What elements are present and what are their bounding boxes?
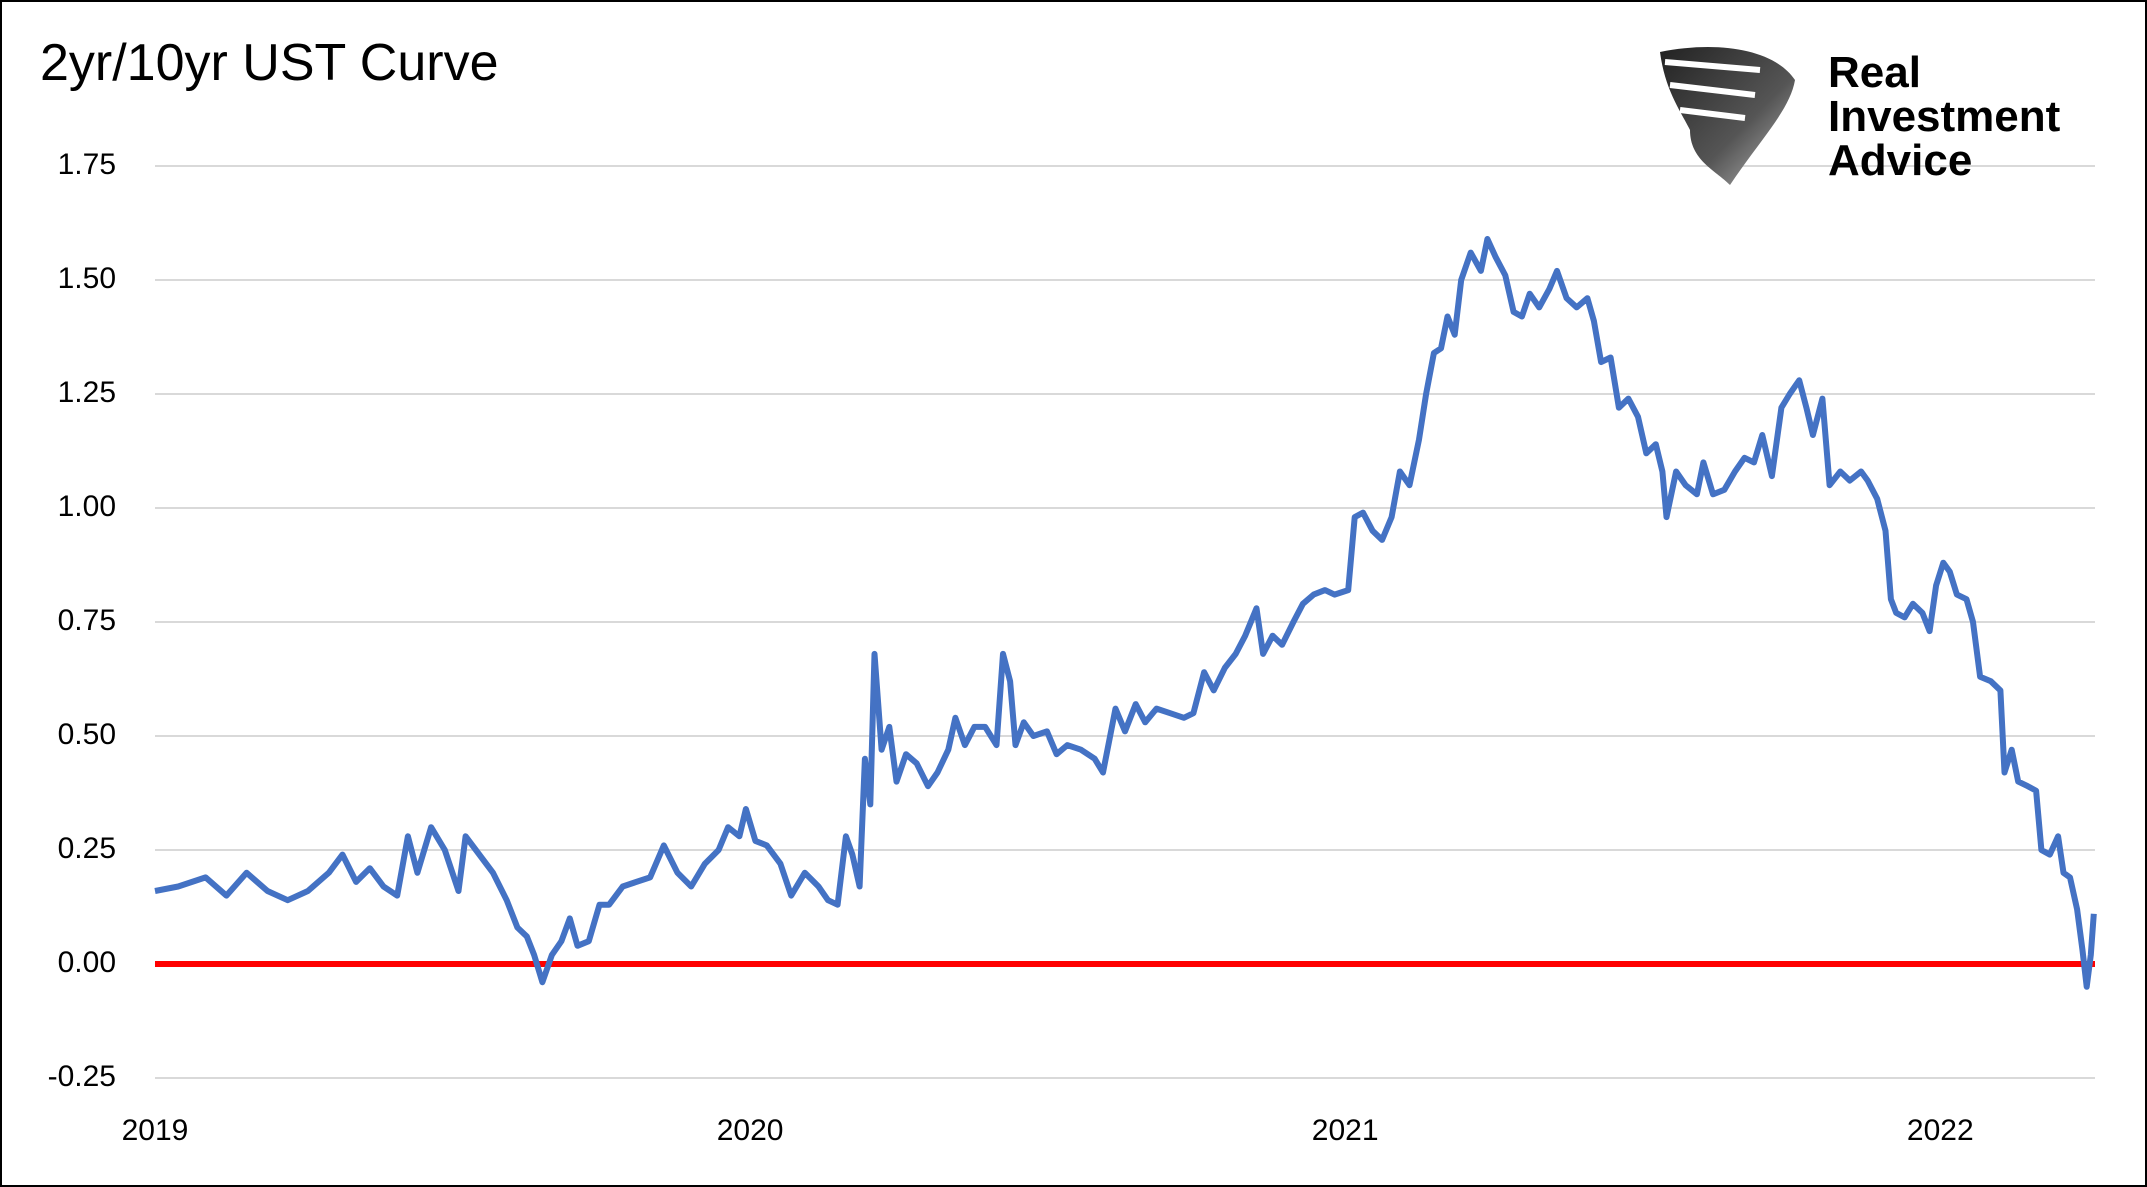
y-tick-label: 0.75 [58,604,116,637]
y-tick-label: 0.25 [58,832,116,865]
y-tick-label: 1.75 [58,148,116,181]
y-tick-label: 1.25 [58,376,116,409]
y-tick-label: -0.25 [48,1060,116,1093]
x-tick-label: 2021 [1312,1114,1379,1147]
logo-feathers [1664,59,1761,121]
logo-text: Advice [1828,136,1972,185]
logo-text: Real [1828,48,1921,97]
logo-text: Investment [1828,92,2061,141]
x-tick-label: 2022 [1907,1114,1974,1147]
y-tick-label: 0.50 [58,718,116,751]
y-tick-label: 1.00 [58,490,116,523]
data-line [154,236,2097,990]
chart-title: 2yr/10yr UST Curve [40,34,499,92]
y-tick-label: 0.00 [58,946,116,979]
plot [154,236,2097,990]
x-tick-label: 2020 [717,1114,784,1147]
logo: Real Investment Advice [1660,47,2061,186]
y-tick-label: 1.50 [58,262,116,295]
x-tick-label: 2019 [122,1114,189,1147]
